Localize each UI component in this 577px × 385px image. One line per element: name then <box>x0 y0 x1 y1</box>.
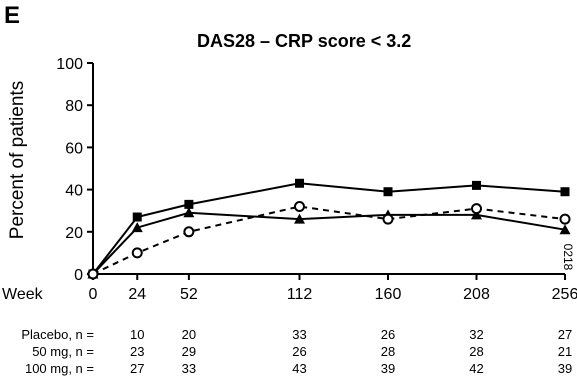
y-tick-label: 40 <box>65 183 83 200</box>
n-table-row-label: Placebo, n = <box>21 327 94 342</box>
square-marker <box>383 187 393 197</box>
n-table-row-label: 100 mg, n = <box>24 361 94 376</box>
x-axis-label: Week <box>2 286 44 303</box>
circle-marker <box>471 203 482 215</box>
n-table-cell: 28 <box>380 344 396 359</box>
y-tick-label: 0 <box>74 267 83 284</box>
n-table-row-label: 50 mg, n = <box>32 344 94 359</box>
x-tick-label: 160 <box>375 286 402 303</box>
n-table-cell: 21 <box>557 344 573 359</box>
series-line-3 <box>92 205 566 275</box>
circle-marker <box>382 213 394 225</box>
square-marker <box>184 199 194 209</box>
circle-marker <box>87 268 99 280</box>
n-table-cell: 39 <box>380 361 396 376</box>
circle-marker <box>131 247 143 259</box>
x-tick-label: 52 <box>180 286 198 303</box>
triangle-marker <box>131 222 143 233</box>
n-table-cell: 39 <box>557 361 573 376</box>
n-table-cell: 10 <box>130 327 145 342</box>
n-table-cell: 27 <box>557 327 573 342</box>
n-table-cell: 33 <box>292 327 307 342</box>
chart-title: DAS28 – CRP score < 3.2 <box>197 31 412 51</box>
triangle-marker <box>559 224 571 235</box>
n-table-cell: 33 <box>181 361 197 376</box>
triangle-marker <box>471 209 482 220</box>
circle-marker <box>294 200 305 212</box>
n-table-cell: 32 <box>469 327 484 342</box>
circle-marker <box>183 226 195 238</box>
n-table-cell: 26 <box>380 327 396 342</box>
n-table-cell: 20 <box>181 327 197 342</box>
n-table-cell: 28 <box>469 344 484 359</box>
n-table-cell: 23 <box>130 344 145 359</box>
square-marker <box>132 212 142 222</box>
y-tick-label: 60 <box>65 140 83 157</box>
n-table-cell: 43 <box>292 361 307 376</box>
circle-marker <box>559 213 571 225</box>
n-table-cell: 27 <box>130 361 145 376</box>
n-table-cell: 26 <box>292 344 307 359</box>
y-tick-label: 20 <box>65 225 83 242</box>
n-table-cell: 29 <box>181 344 197 359</box>
x-tick-label: 0 <box>89 286 98 303</box>
y-tick-label: 100 <box>56 56 83 73</box>
x-tick-label: 256 <box>552 286 577 303</box>
n-table-cell: 42 <box>469 361 484 376</box>
triangle-marker <box>294 213 305 224</box>
triangle-marker <box>183 207 195 218</box>
x-tick-label: 112 <box>287 286 313 303</box>
series-line-2 <box>92 211 566 275</box>
y-tick-label: 80 <box>65 98 83 115</box>
square-marker <box>295 178 304 188</box>
x-tick-label: 208 <box>463 286 490 303</box>
square-marker <box>472 180 481 190</box>
series-line-1 <box>92 182 566 275</box>
panel-label: E <box>4 2 21 29</box>
x-tick-label: 24 <box>128 286 146 303</box>
square-marker <box>560 187 570 197</box>
